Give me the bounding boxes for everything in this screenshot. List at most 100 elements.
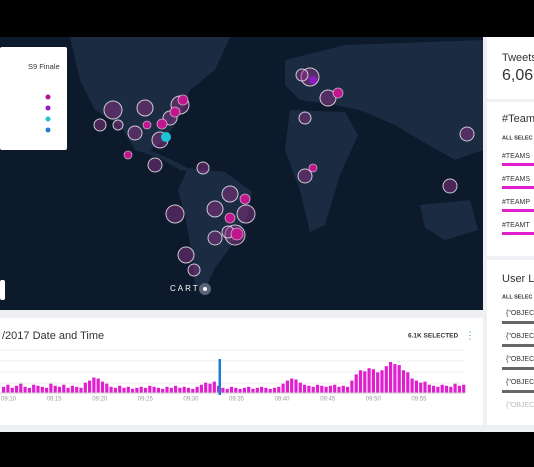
all-selected[interactable]: ALL SELEC: [502, 135, 532, 141]
x-tick-label: 09:50: [366, 397, 382, 403]
bar: [191, 388, 195, 393]
bar: [57, 386, 62, 393]
menu-icon[interactable]: ⋮: [465, 331, 475, 342]
bar: [440, 384, 444, 393]
bar: [139, 386, 143, 393]
bar: [315, 384, 320, 393]
bar: [268, 388, 272, 393]
bar: [105, 383, 109, 393]
bar: [40, 386, 44, 393]
bar: [27, 387, 31, 393]
x-tick-label: 09:30: [183, 397, 199, 403]
bar: [45, 387, 49, 393]
bar: [36, 385, 40, 393]
category-bar: [502, 321, 534, 324]
all-selected[interactable]: ALL SELEC: [502, 294, 532, 300]
bar: [281, 383, 285, 393]
widget: [487, 260, 534, 425]
bar: [182, 386, 186, 393]
bar: [410, 378, 414, 393]
bar: [174, 385, 178, 393]
timeline-title: /2017 Date and Time: [2, 330, 104, 342]
bar: [401, 370, 406, 393]
x-tick-label: 09:10: [1, 397, 17, 403]
bar: [234, 387, 238, 393]
widget-value: 6,06: [502, 67, 533, 84]
bar: [79, 387, 83, 393]
bar: [14, 385, 19, 393]
bar: [251, 388, 255, 393]
bar: [285, 380, 289, 393]
category-label: {"OBJEC: [506, 379, 534, 386]
bar: [350, 380, 354, 393]
bar: [462, 384, 466, 393]
legend-title: S9 Finale: [28, 62, 60, 71]
bar: [376, 372, 380, 393]
legend-swatch: [45, 116, 51, 122]
widget: [487, 37, 534, 99]
x-tick-label: 09:40: [275, 397, 291, 403]
bar: [255, 387, 259, 393]
bar: [432, 385, 436, 393]
bar: [333, 384, 337, 393]
histogram[interactable]: 09:10 09:15 09:20 09:25 09:30 09:35 09:40 09:45…: [0, 349, 466, 403]
bar: [195, 386, 199, 393]
bar: [70, 385, 74, 393]
bar: [449, 386, 453, 393]
bar: [19, 383, 23, 393]
x-tick-label: 09:25: [138, 397, 154, 403]
bar: [380, 370, 384, 393]
category-label: {"OBJEC: [506, 356, 534, 363]
bar: [122, 387, 126, 393]
bar: [294, 379, 298, 393]
bar: [96, 378, 100, 393]
bar: [212, 381, 216, 393]
zoom-control[interactable]: [0, 280, 5, 300]
bar: [367, 368, 371, 393]
bar: [208, 383, 212, 393]
legend-box: [0, 47, 67, 150]
bar: [49, 383, 53, 393]
tweet-points: [45, 67, 475, 277]
land: [285, 110, 358, 232]
bar: [100, 381, 105, 393]
bar: [324, 386, 328, 393]
bar: [427, 384, 431, 393]
bar: [186, 387, 191, 393]
category-bar: [502, 390, 534, 393]
bar: [23, 386, 27, 393]
legend-swatch: [45, 127, 51, 133]
bar: [457, 385, 461, 393]
land: [285, 40, 483, 160]
bar: [143, 387, 148, 393]
bar: [354, 374, 358, 393]
bar: [346, 386, 350, 393]
bar: [161, 388, 165, 393]
bar: [178, 387, 182, 393]
bar: [221, 387, 225, 393]
bar: [260, 386, 264, 393]
category-bar: [502, 163, 534, 166]
x-tick-label: 09:35: [229, 397, 245, 403]
bar: [311, 386, 315, 393]
bar: [444, 385, 449, 393]
x-tick-label: 09:15: [47, 397, 63, 403]
bar: [242, 387, 246, 393]
bar: [238, 388, 242, 393]
attribution: CARTO: [170, 284, 208, 293]
bar: [303, 384, 307, 393]
category-bar: [502, 232, 534, 235]
land: [420, 200, 478, 240]
category-label: #TEAMP: [502, 199, 530, 206]
bar: [272, 387, 277, 393]
land: [70, 37, 230, 172]
bar: [307, 385, 311, 393]
bar: [363, 371, 367, 393]
sidebar: Tweets 6,06 #Team ALL SELEC #TEAMS #TEAMS…: [487, 37, 534, 425]
bar: [247, 386, 251, 393]
bar: [165, 386, 169, 393]
category-bar: [502, 367, 534, 370]
land: [178, 168, 252, 290]
map[interactable]: S9 Finale CARTO: [0, 37, 483, 310]
